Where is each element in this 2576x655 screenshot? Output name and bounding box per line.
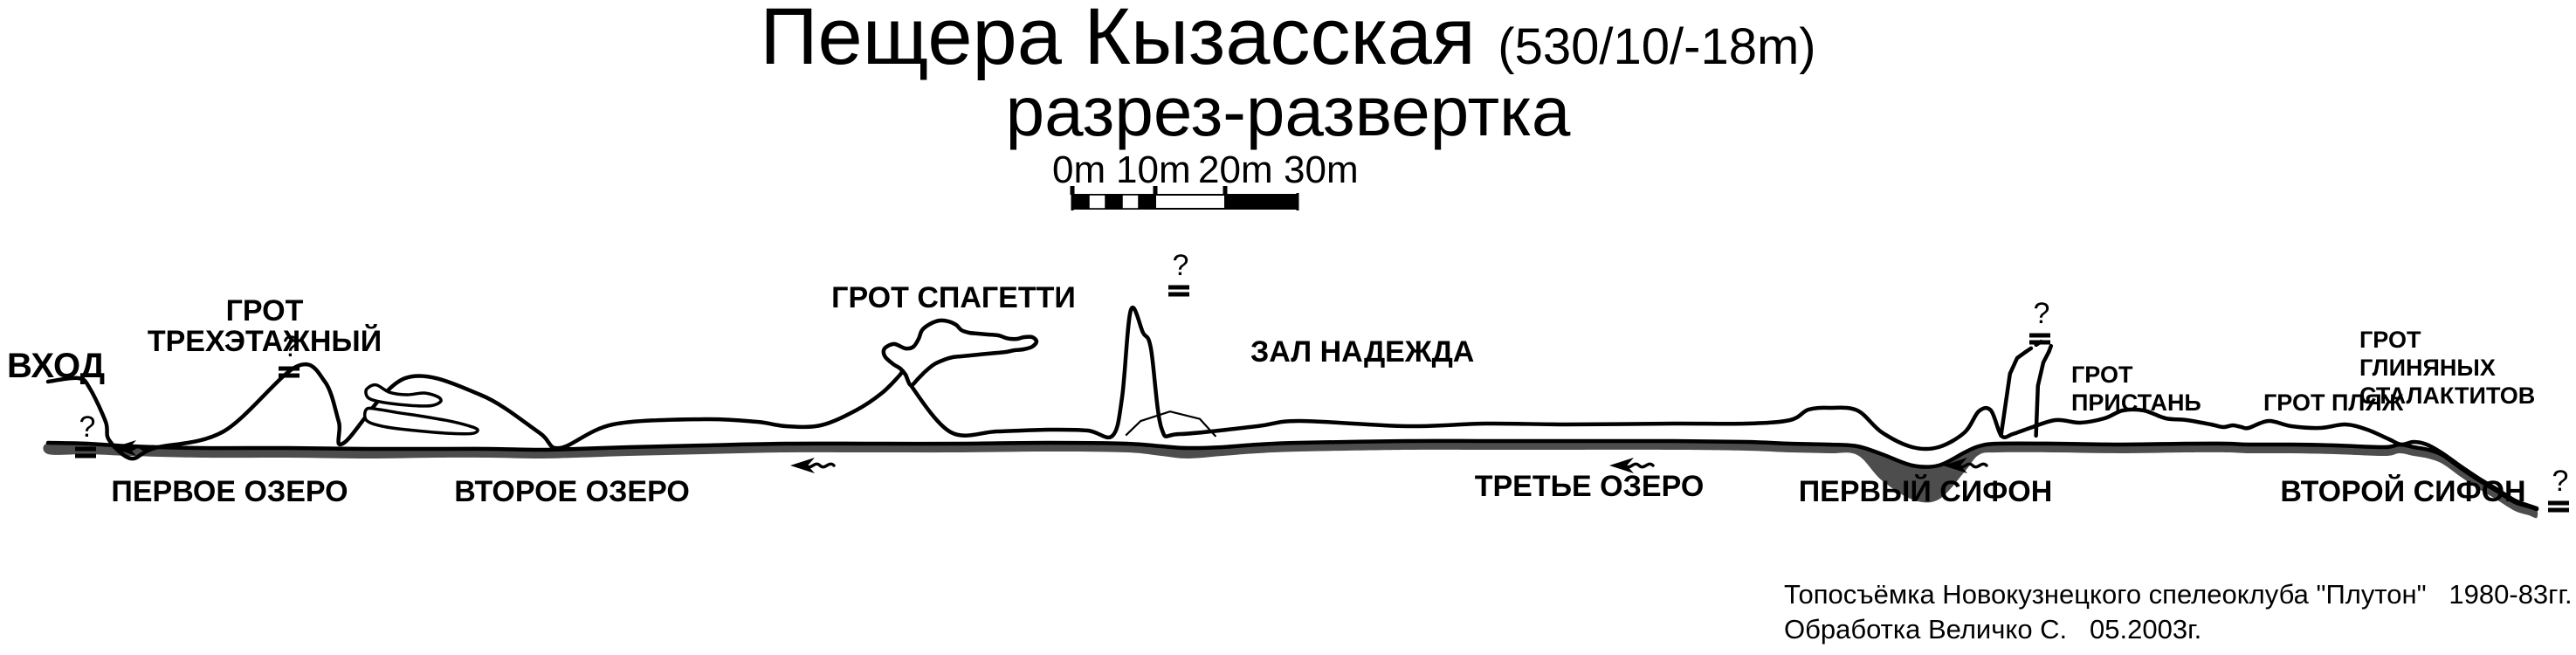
svg-text:СТАЛАКТИТОВ: СТАЛАКТИТОВ xyxy=(2359,383,2535,409)
svg-text:ГРОТ: ГРОТ xyxy=(2359,327,2421,353)
svg-text:30m: 30m xyxy=(1284,148,1359,191)
svg-text:ПРИСТАНЬ: ПРИСТАНЬ xyxy=(2071,390,2201,416)
svg-text:ВТОРОЙ СИФОН: ВТОРОЙ СИФОН xyxy=(2280,474,2525,508)
svg-text:ПЕРВЫЙ СИФОН: ПЕРВЫЙ СИФОН xyxy=(1799,474,2053,508)
svg-text:20m: 20m xyxy=(1198,148,1273,191)
svg-text:ГРОТ СПАГЕТТИ: ГРОТ СПАГЕТТИ xyxy=(831,281,1076,314)
svg-text:ТРЕТЬЕ ОЗЕРО: ТРЕТЬЕ ОЗЕРО xyxy=(1475,470,1705,503)
svg-text:ГРОТ: ГРОТ xyxy=(2071,362,2133,388)
svg-text:ПЕРВОЕ ОЗЕРО: ПЕРВОЕ ОЗЕРО xyxy=(111,475,348,508)
svg-text:ГЛИНЯНЫХ: ГЛИНЯНЫХ xyxy=(2359,355,2496,381)
svg-text:ГРОТ: ГРОТ xyxy=(226,294,304,328)
svg-text:0m: 0m xyxy=(1052,148,1105,191)
svg-text:ВТОРОЕ ОЗЕРО: ВТОРОЕ ОЗЕРО xyxy=(454,475,690,508)
svg-text:ТРЕХЭТАЖНЫЙ: ТРЕХЭТАЖНЫЙ xyxy=(148,324,382,358)
svg-text:ВХОД: ВХОД xyxy=(7,347,105,385)
svg-text:ЗАЛ НАДЕЖДА: ЗАЛ НАДЕЖДА xyxy=(1250,335,1474,369)
svg-text:10m: 10m xyxy=(1116,148,1191,191)
